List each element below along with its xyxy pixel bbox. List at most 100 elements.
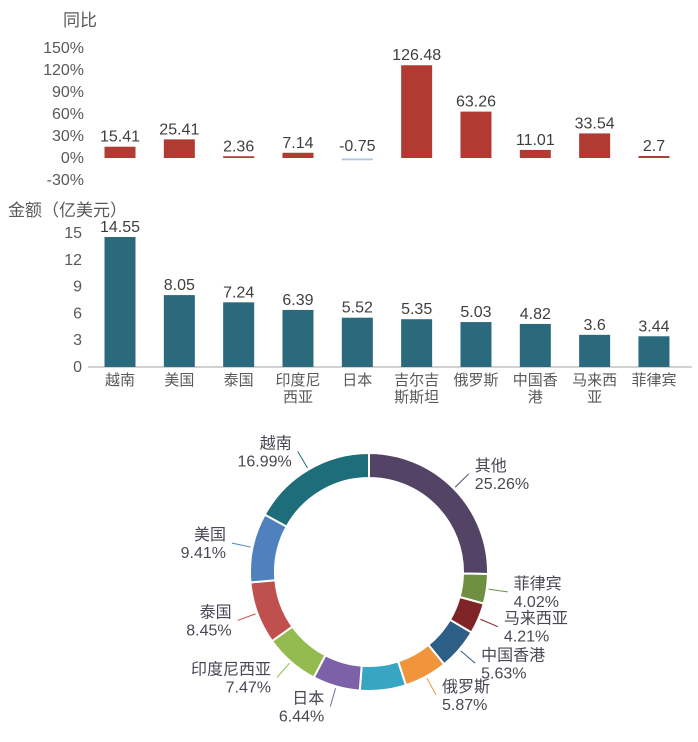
yoy-bar-negative	[341, 158, 373, 161]
yoy-y-tick: 120%	[43, 62, 84, 79]
amount-category-label: 俄罗斯	[453, 372, 498, 389]
donut-slice	[368, 451, 489, 575]
amount-category-label: 马来西亚	[572, 372, 617, 406]
donut-slice-label: 日本	[292, 690, 324, 708]
amount-bar	[282, 309, 314, 367]
yoy-bar	[163, 139, 195, 158]
amount-bar-label: 3.6	[584, 317, 606, 334]
donut-leader-line	[488, 588, 508, 593]
amount-bar-chart: 15 12 9 6 3 0 14.55 越南 8.05 美国 7.24 泰国 6.39 印度尼西亚 5.52…	[64, 219, 692, 406]
yoy-chart-title: 同比	[63, 11, 97, 30]
yoy-bar-label: 25.41	[159, 121, 199, 138]
amount-bar	[579, 334, 611, 367]
yoy-bar	[282, 152, 314, 158]
yoy-bar-label: 2.7	[643, 138, 665, 155]
yoy-bar	[519, 149, 551, 158]
amount-y-tick: 15	[64, 225, 82, 242]
amount-category-label: 美国	[164, 372, 194, 389]
amount-bar-label: 8.05	[164, 277, 195, 294]
amount-y-tick: 3	[73, 332, 82, 349]
yoy-bar-label: 2.36	[223, 138, 254, 155]
donut-slice-percent: 5.63%	[481, 665, 526, 682]
amount-y-tick: 12	[64, 252, 82, 269]
amount-category-label: 吉尔吉斯斯坦	[394, 372, 439, 406]
amount-bar	[638, 336, 670, 367]
donut-leader-line	[480, 618, 499, 628]
donut-slice	[249, 513, 289, 584]
donut-slice-label: 其他	[475, 457, 507, 475]
amount-bar	[460, 322, 492, 367]
yoy-bar-label: 15.41	[100, 129, 140, 146]
yoy-bar-label: 7.14	[282, 135, 313, 152]
donut-slice-percent: 25.26%	[475, 476, 529, 493]
amount-category-label: 中国香港	[513, 372, 558, 406]
amount-bar	[519, 323, 551, 367]
yoy-bar-label: -0.75	[339, 138, 376, 155]
donut-slice-label: 俄罗斯	[442, 678, 490, 696]
yoy-bar	[401, 65, 433, 158]
amount-bar	[223, 302, 255, 367]
amount-category-label: 越南	[105, 372, 135, 389]
donut-slice-label: 越南	[260, 434, 292, 452]
donut-slice-percent: 6.44%	[279, 709, 324, 726]
amount-bar-label: 4.82	[520, 306, 551, 323]
yoy-y-tick: 150%	[43, 40, 84, 57]
donut-slice-percent: 4.02%	[514, 594, 559, 611]
donut-leader-line	[460, 650, 476, 664]
donut-slice-percent: 8.45%	[186, 622, 231, 639]
amount-category-label: 印度尼西亚	[275, 372, 320, 406]
yoy-y-tick: 90%	[52, 84, 84, 101]
donut-slice-label: 印度尼西亚	[191, 661, 271, 679]
donut-slice-label: 马来西亚	[504, 610, 568, 628]
donut-leader-line	[276, 662, 290, 678]
donut-slice-label: 美国	[194, 526, 226, 544]
amount-y-tick: 9	[73, 279, 82, 296]
amount-bar-label: 6.39	[282, 292, 313, 309]
yoy-bar-label: 126.48	[392, 47, 441, 64]
donut-slice-label: 中国香港	[481, 646, 545, 664]
yoy-bar	[638, 156, 670, 158]
amount-category-label: 泰国	[224, 372, 254, 389]
amount-category-label: 菲律宾	[631, 372, 676, 389]
donut-slice	[249, 579, 294, 643]
donut-leader-line	[237, 613, 256, 621]
donut-leader-line	[297, 451, 308, 469]
donut-slice-label: 菲律宾	[514, 575, 562, 593]
amount-bar-label: 5.52	[342, 300, 373, 317]
donut-slice-percent: 7.47%	[226, 680, 271, 697]
yoy-y-tick: 30%	[52, 128, 84, 145]
yoy-bar	[579, 133, 611, 158]
yoy-y-tick: -30%	[47, 172, 84, 189]
donut-slice-percent: 5.87%	[442, 697, 487, 714]
donut-leader-line	[426, 677, 437, 696]
amount-bar-label: 3.44	[638, 318, 669, 335]
amount-bar	[104, 237, 136, 367]
amount-chart-title: 金额（亿美元）	[8, 201, 127, 220]
donut-leader-line	[231, 542, 251, 548]
yoy-bar-label: 11.01	[516, 132, 555, 149]
amount-category-label: 日本	[342, 372, 372, 389]
amount-bar-label: 5.35	[401, 301, 432, 318]
amount-bar-label: 14.55	[100, 219, 140, 236]
yoy-bar	[223, 156, 255, 158]
yoy-bar-label: 33.54	[575, 115, 615, 132]
amount-y-tick: 6	[73, 305, 82, 322]
donut-slice-percent: 9.41%	[181, 545, 226, 562]
amount-bar	[163, 295, 195, 367]
donut-slice-percent: 16.99%	[238, 453, 292, 470]
amount-bar	[401, 319, 433, 367]
amount-bar-label: 7.24	[223, 284, 254, 301]
yoy-y-tick: 60%	[52, 106, 84, 123]
yoy-bar-label: 63.26	[456, 94, 496, 111]
amount-y-tick: 0	[73, 359, 82, 376]
amount-bar-label: 5.03	[460, 304, 491, 321]
donut-leader-line	[329, 688, 337, 707]
donut-leader-line	[454, 473, 470, 488]
yoy-bar	[104, 146, 136, 158]
donut-slice-label: 泰国	[200, 603, 232, 621]
amount-bar	[341, 317, 373, 367]
donut-slice-percent: 4.21%	[504, 629, 549, 646]
donut-slice	[358, 660, 408, 692]
